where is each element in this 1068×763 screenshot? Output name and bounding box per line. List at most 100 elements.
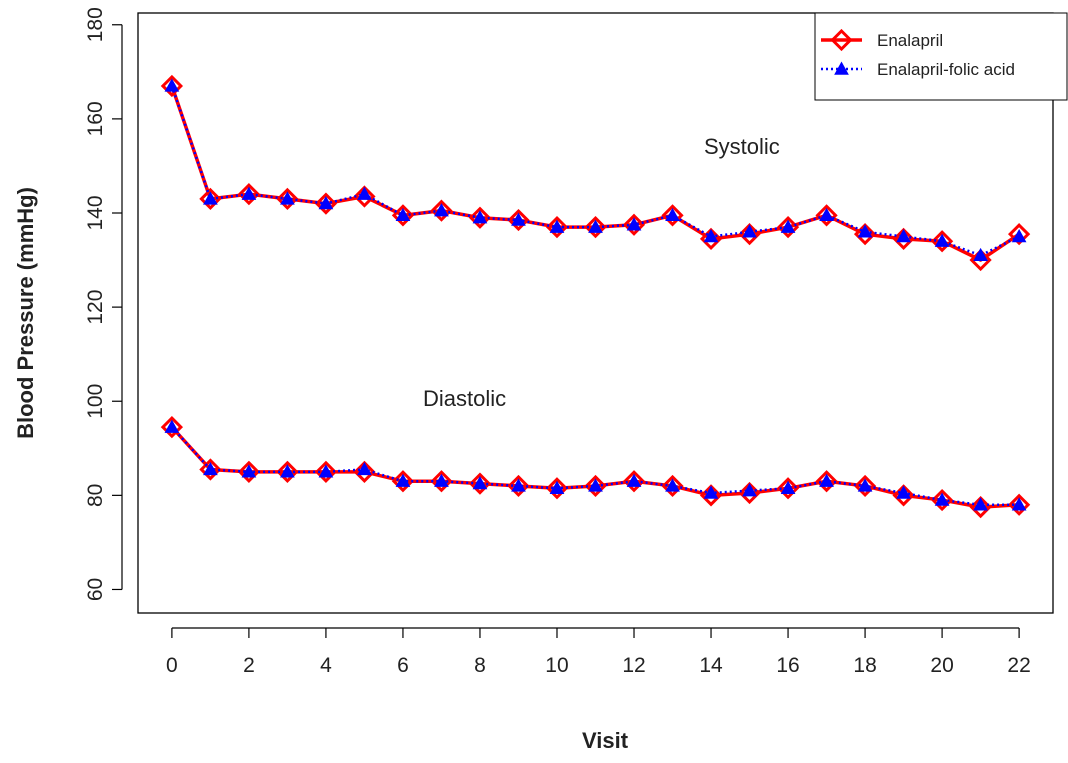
series-layer xyxy=(160,74,1031,519)
data-point-enalapril-folic-acid-diastolic xyxy=(742,483,757,497)
data-point-enalapril-folic-acid-diastolic xyxy=(164,419,180,433)
data-point-enalapril-diastolic xyxy=(430,470,453,493)
data-point-enalapril-systolic xyxy=(199,187,222,211)
x-tick-label: 20 xyxy=(930,654,953,677)
data-point-enalapril-systolic xyxy=(545,215,569,239)
x-tick-label: 0 xyxy=(166,654,178,677)
data-point-enalapril-folic-acid-diastolic xyxy=(549,480,565,494)
data-point-enalapril-folic-acid-systolic xyxy=(973,247,988,262)
data-point-enalapril-systolic xyxy=(391,204,415,227)
annotation-diastolic: Diastolic xyxy=(423,386,506,411)
legend-label-enalapril: Enalapril xyxy=(877,31,943,50)
x-tick-label: 12 xyxy=(622,654,645,677)
data-point-enalapril-systolic xyxy=(237,183,261,206)
data-point-enalapril-folic-acid-diastolic xyxy=(780,480,796,494)
x-tick-label: 22 xyxy=(1007,654,1030,677)
data-point-enalapril-diastolic xyxy=(1007,493,1031,516)
data-point-enalapril-diastolic xyxy=(776,477,800,500)
data-point-enalapril-folic-acid-diastolic xyxy=(665,478,680,492)
y-tick-label: 120 xyxy=(84,290,107,325)
data-point-enalapril-folic-acid-diastolic xyxy=(472,476,488,490)
data-point-enalapril-folic-acid-systolic xyxy=(857,224,873,238)
data-point-enalapril-systolic xyxy=(160,74,184,98)
data-point-enalapril-systolic xyxy=(430,199,453,222)
data-point-enalapril-folic-acid-systolic xyxy=(1011,228,1027,243)
data-point-enalapril-diastolic xyxy=(199,458,222,481)
data-point-enalapril-diastolic xyxy=(853,474,877,498)
data-point-enalapril-folic-acid-systolic xyxy=(549,219,565,233)
x-tick-label: 16 xyxy=(776,654,799,677)
data-point-enalapril-folic-acid-diastolic xyxy=(203,461,218,476)
legend: Enalapril Enalapril-folic acid xyxy=(814,12,1068,101)
x-tick-label: 8 xyxy=(474,654,486,677)
y-axis: 60 80 100 120 140 160 180 xyxy=(84,7,123,601)
data-point-enalapril-folic-acid-systolic xyxy=(280,191,295,205)
data-point-enalapril-systolic xyxy=(969,248,992,272)
data-point-enalapril-diastolic xyxy=(314,460,338,483)
data-point-enalapril-folic-acid-diastolic xyxy=(1011,497,1027,511)
data-point-enalapril-diastolic xyxy=(468,472,492,495)
data-point-enalapril-systolic xyxy=(776,215,800,239)
data-point-enalapril-folic-acid-diastolic xyxy=(934,492,950,506)
y-tick-label: 100 xyxy=(84,384,107,419)
data-point-enalapril-systolic xyxy=(276,187,299,211)
annotation-systolic: Systolic xyxy=(704,134,780,159)
data-point-enalapril-folic-acid-systolic xyxy=(934,233,950,247)
data-point-enalapril-folic-acid-diastolic xyxy=(434,473,449,487)
data-point-enalapril-folic-acid-systolic xyxy=(241,186,257,200)
x-axis-title: Visit xyxy=(582,728,629,753)
data-point-enalapril-folic-acid-systolic xyxy=(665,207,680,222)
y-tick-label: 180 xyxy=(84,7,107,42)
data-point-enalapril-systolic xyxy=(1007,223,1031,246)
data-point-enalapril-systolic xyxy=(507,208,530,232)
data-point-enalapril-diastolic xyxy=(545,477,569,500)
data-point-enalapril-systolic xyxy=(468,206,492,229)
data-point-enalapril-folic-acid-systolic xyxy=(588,219,603,233)
data-point-enalapril-diastolic xyxy=(622,470,646,493)
data-point-enalapril-folic-acid-diastolic xyxy=(703,485,719,499)
x-axis: 0 2 4 6 8 10 12 14 16 18 20 22 xyxy=(166,627,1031,677)
data-point-enalapril-systolic xyxy=(930,230,954,253)
data-point-enalapril-folic-acid-diastolic xyxy=(973,497,988,511)
data-point-enalapril-folic-acid-diastolic xyxy=(357,461,372,476)
data-point-enalapril-folic-acid-systolic xyxy=(896,228,911,243)
data-point-enalapril-folic-acid-systolic xyxy=(780,219,796,233)
plot-frame xyxy=(137,12,1054,614)
data-point-enalapril-diastolic xyxy=(237,460,261,483)
data-point-enalapril-folic-acid-systolic xyxy=(511,212,526,226)
data-point-enalapril-folic-acid-diastolic xyxy=(896,485,911,499)
data-point-enalapril-folic-acid-systolic xyxy=(164,78,180,92)
data-point-enalapril-systolic xyxy=(892,227,915,251)
legend-box xyxy=(814,12,1068,101)
x-tick-label: 4 xyxy=(320,654,332,677)
data-point-enalapril-folic-acid-diastolic xyxy=(819,473,834,487)
series-line-enalapril-folic-acid-diastolic xyxy=(170,426,1020,507)
data-point-enalapril-folic-acid-diastolic xyxy=(626,473,642,487)
data-point-enalapril-systolic xyxy=(661,204,684,227)
y-tick-label: 80 xyxy=(84,484,107,507)
data-point-enalapril-folic-acid-diastolic xyxy=(588,478,603,492)
data-point-enalapril-diastolic xyxy=(661,474,684,498)
x-tick-label: 18 xyxy=(853,654,876,677)
data-point-enalapril-folic-acid-diastolic xyxy=(241,464,257,478)
data-point-enalapril-folic-acid-diastolic xyxy=(280,464,295,478)
data-point-enalapril-folic-acid-systolic xyxy=(203,191,218,205)
data-point-enalapril-systolic xyxy=(314,192,338,215)
x-tick-label: 6 xyxy=(397,654,409,677)
data-point-enalapril-diastolic xyxy=(507,474,530,498)
data-point-enalapril-diastolic xyxy=(815,470,838,493)
data-point-enalapril-diastolic xyxy=(930,488,954,512)
data-point-enalapril-folic-acid-systolic xyxy=(318,196,334,210)
data-point-enalapril-folic-acid-diastolic xyxy=(395,473,411,487)
data-point-enalapril-diastolic xyxy=(892,484,915,507)
y-axis-title: Blood Pressure (mmHg) xyxy=(13,187,38,439)
legend-marker-enalapril-folic-acid xyxy=(834,61,849,75)
data-point-enalapril-diastolic xyxy=(969,495,992,519)
x-tick-label: 2 xyxy=(243,654,255,677)
data-point-enalapril-folic-acid-systolic xyxy=(434,203,449,217)
legend-label-enalapril-folic-acid: Enalapril-folic acid xyxy=(877,60,1015,79)
data-point-enalapril-systolic xyxy=(853,223,877,246)
y-tick-label: 60 xyxy=(84,578,107,601)
data-point-enalapril-folic-acid-systolic xyxy=(703,228,719,243)
